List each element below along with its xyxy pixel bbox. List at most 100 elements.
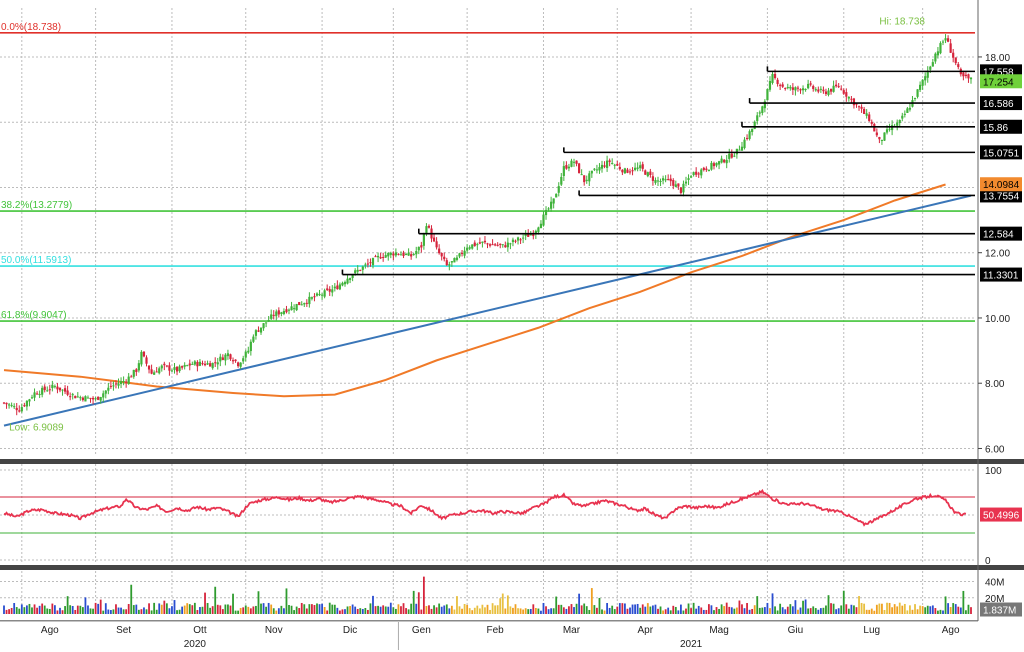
candle-body <box>499 243 502 245</box>
candle-body <box>641 164 644 169</box>
candle-body <box>112 385 115 387</box>
candle-body <box>608 160 611 162</box>
rsi-value-tag-box <box>980 507 1022 522</box>
candle-body <box>163 363 166 366</box>
candle-body <box>674 184 677 188</box>
volume-bar <box>28 603 31 614</box>
candle-body <box>435 241 438 248</box>
volume-bar <box>48 608 51 614</box>
volume-bar <box>313 605 316 614</box>
volume-bar <box>351 604 354 614</box>
volume-bar <box>165 603 168 614</box>
candle-body <box>677 183 680 187</box>
volume-bar <box>265 606 268 614</box>
candles <box>2 34 973 416</box>
volume-bar <box>720 604 723 614</box>
candle-body <box>756 115 759 122</box>
volume-bar <box>448 608 451 614</box>
volume-bar <box>392 607 395 614</box>
volume-bar <box>532 604 535 614</box>
volume-bar <box>257 591 260 614</box>
volume-bar <box>562 607 565 614</box>
volume-bar <box>288 605 290 614</box>
volume-bar <box>191 605 194 614</box>
candle-body <box>287 309 291 311</box>
volume-bar <box>937 610 939 614</box>
volume-bar <box>379 606 382 614</box>
volume-bar <box>458 606 461 614</box>
volume-bar <box>387 606 390 614</box>
volume-bar <box>125 609 128 614</box>
price-tag-box <box>980 177 1022 192</box>
candle-body <box>354 270 357 274</box>
candle-body <box>483 240 487 243</box>
candle-body <box>664 179 667 181</box>
candle-body <box>771 73 774 83</box>
volume-bar <box>850 604 853 614</box>
volume-bar <box>354 606 357 614</box>
volume-bar <box>237 610 240 614</box>
candle-body <box>646 172 649 177</box>
volume-bar <box>153 602 156 614</box>
volume-bar <box>486 604 489 614</box>
fib-label: 38.2%(13.2779) <box>1 200 72 211</box>
level-tag-label: 15.0751 <box>983 148 1020 159</box>
volume-bar <box>438 603 441 614</box>
candle-body <box>305 302 308 304</box>
candle-body <box>10 405 13 407</box>
candle-body <box>193 361 196 365</box>
volume-bar <box>652 605 654 614</box>
candle-body <box>534 230 537 235</box>
fib-label: 0.0%(18.738) <box>1 22 61 33</box>
x-month-label: Ott <box>193 625 207 636</box>
candle-body <box>794 87 797 91</box>
volume-bar <box>417 592 420 614</box>
level-tag-label: 11.3301 <box>983 271 1019 282</box>
candle-body <box>639 165 642 169</box>
volume-bar <box>898 602 901 614</box>
candle-body <box>35 393 39 395</box>
volume-bar <box>5 609 8 614</box>
fib-label: 50.0%(11.5913) <box>1 255 71 266</box>
rsi-value-tag-label: 50.4996 <box>983 511 1020 522</box>
candle-body <box>74 395 77 399</box>
volume-bar <box>822 607 825 614</box>
volume-bar <box>641 604 644 614</box>
level-tag-label: 13.7554 <box>983 191 1020 202</box>
volume-bar <box>494 605 497 614</box>
candle-body <box>415 251 418 255</box>
volume-bar <box>23 607 26 614</box>
volume-bar <box>272 608 275 614</box>
candle-body <box>145 357 148 364</box>
x-month-label: Ago <box>942 625 960 636</box>
candle-body <box>613 164 616 166</box>
candle-body <box>122 381 125 383</box>
candle-body <box>170 370 174 372</box>
volume-bar <box>748 609 751 614</box>
volume-bar <box>578 593 581 614</box>
candle-body <box>712 163 716 167</box>
volume-bar <box>422 576 425 614</box>
volume-bar <box>206 602 209 614</box>
volume-bar <box>285 588 288 614</box>
candle-body <box>687 178 690 180</box>
candle-body <box>791 87 794 90</box>
volume-bar <box>692 602 695 614</box>
candle-body <box>575 160 578 164</box>
candle-body <box>69 396 72 398</box>
volume-bar <box>193 602 196 614</box>
candle-body <box>753 121 756 130</box>
volume-bar <box>94 602 97 614</box>
candle-body <box>366 263 369 265</box>
candle-body <box>320 294 324 296</box>
volume-bar <box>967 604 970 614</box>
candle-body <box>376 255 380 258</box>
volume-bar <box>827 595 830 614</box>
candle-body <box>717 161 721 165</box>
moving-average-line <box>3 183 946 398</box>
volume-bar <box>677 610 680 614</box>
grid <box>0 8 975 614</box>
volume-bar <box>700 607 703 614</box>
